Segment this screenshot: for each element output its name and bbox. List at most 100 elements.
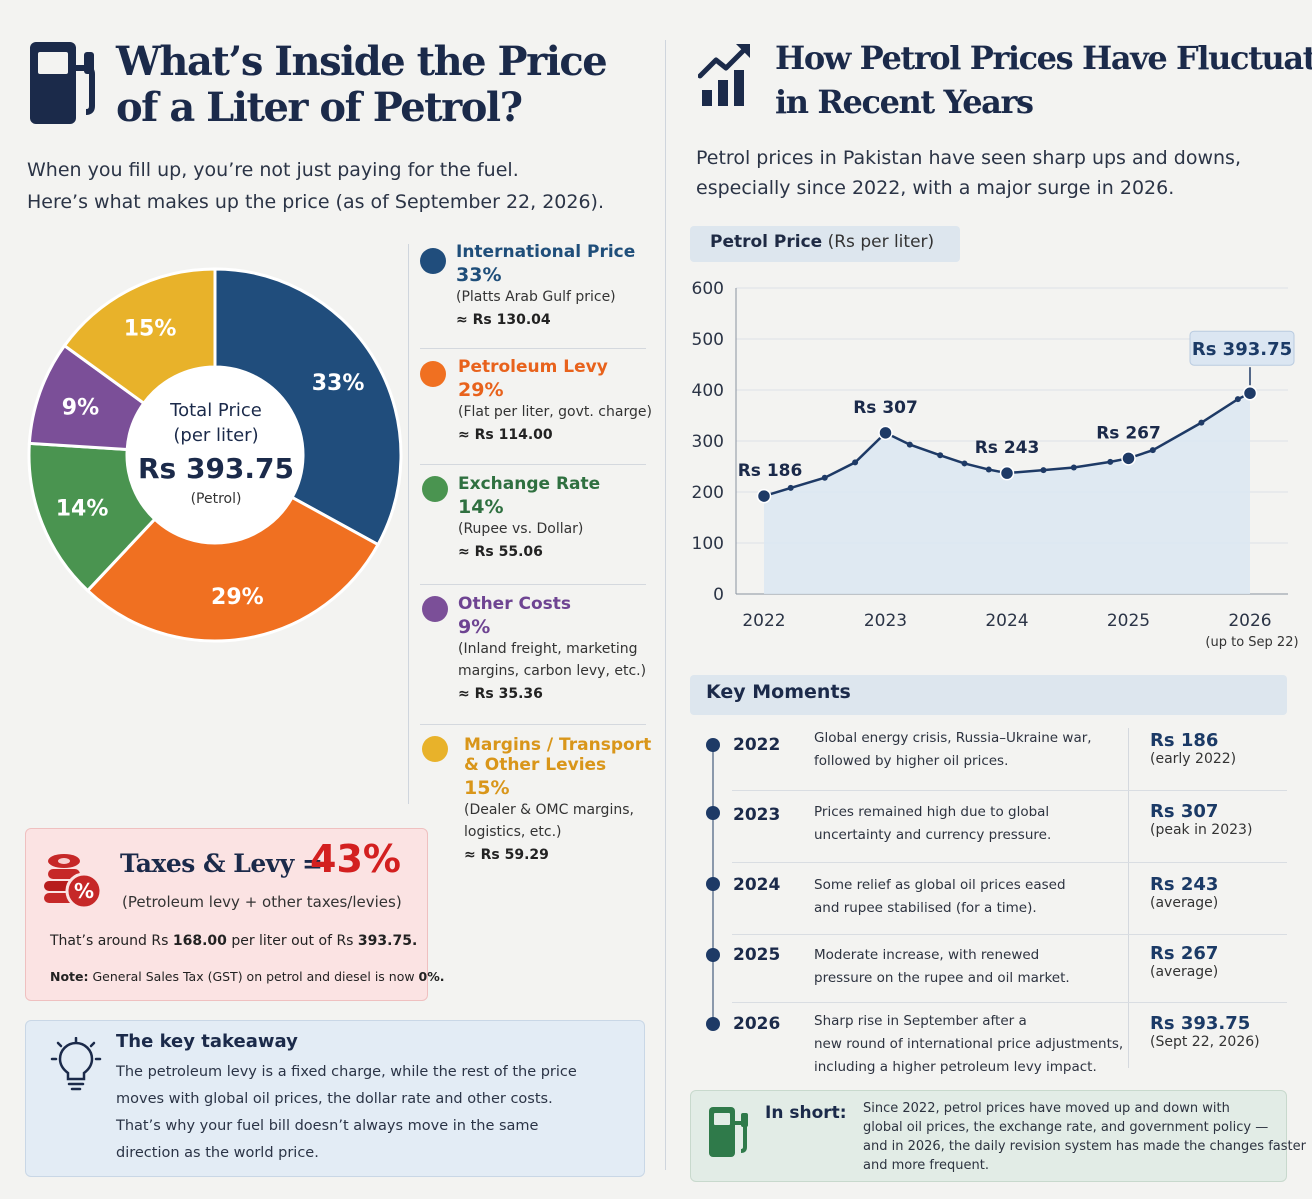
moment-separator: [732, 934, 1287, 935]
timeline-dot: [706, 948, 720, 962]
growth-chart-icon: [698, 44, 750, 106]
donut-hole: [127, 367, 303, 543]
moment-desc-line: followed by higher oil prices.: [814, 753, 1009, 769]
legend-value: ≈ Rs 130.04: [456, 312, 551, 328]
moment-price: Rs 267: [1150, 943, 1219, 964]
center-label-per-liter: (per liter): [173, 425, 259, 446]
legend-separator: [420, 348, 646, 349]
moment-desc-line: Sharp rise in September after a: [814, 1013, 1027, 1029]
taxes-note: Note: General Sales Tax (GST) on petrol …: [50, 969, 445, 984]
data-point: [937, 452, 944, 459]
legend-item-international: International Price 33% (Platts Arab Gul…: [456, 242, 635, 332]
y-tick-label: 600: [692, 279, 724, 299]
left-intro-line1: When you fill up, you’re not just paying…: [27, 159, 519, 181]
fuel-pump-icon: [30, 42, 95, 124]
moments-column-divider: [1128, 728, 1129, 1068]
moment-desc-line: including a higher petroleum levy impact…: [814, 1059, 1097, 1075]
legend-dot-levy: [420, 361, 446, 387]
moment-price-note: (early 2022): [1150, 751, 1237, 767]
data-point: [1198, 419, 1205, 426]
donut-chart: 33% 29% 14% 9% 15%: [27, 267, 403, 643]
lightbulb-icon: [50, 1037, 102, 1091]
moment-desc: Some relief as global oil prices eased a…: [814, 874, 1066, 920]
in-short-box: In short: Since 2022, petrol prices have…: [690, 1090, 1306, 1182]
in-short-label: In short:: [765, 1103, 847, 1123]
legend-item-other: Other Costs 9% (Inland freight, marketin…: [458, 594, 646, 706]
x-tick-label: 2022: [742, 611, 785, 631]
center-label-total: Total Price: [170, 400, 262, 421]
taxes-note-label: Note:: [50, 969, 89, 984]
moment-separator: [732, 790, 1287, 791]
legend-dot-other: [422, 596, 448, 622]
right-intro-line1: Petrol prices in Pakistan have seen shar…: [696, 147, 1241, 169]
right-intro-line2: especially since 2022, with a major surg…: [696, 177, 1175, 199]
moment-price-note: (average): [1150, 895, 1219, 911]
in-short-body: Since 2022, petrol prices have moved up …: [863, 1099, 1306, 1175]
taxes-box: % Taxes & Levy = 43% (Petroleum levy + o…: [25, 828, 445, 1001]
data-point: [1149, 447, 1156, 454]
moment-year: 2022: [733, 735, 781, 755]
point-annotation: Rs 243: [975, 438, 1040, 458]
legend-divider: [408, 244, 409, 804]
x-tick-label: 2026: [1228, 611, 1271, 631]
legend-separator: [420, 584, 646, 585]
legend-pct: 15%: [464, 777, 510, 799]
moment-price-block: Rs 186 (early 2022): [1150, 730, 1236, 767]
takeaway-box: The key takeaway The petroleum levy is a…: [25, 1020, 645, 1177]
legend-note: (Inland freight, marketing: [458, 641, 638, 657]
moment-desc-line: uncertainty and currency pressure.: [814, 827, 1052, 843]
chart-label-badge: Petrol Price (Rs per liter): [690, 226, 960, 262]
in-short-line: and more frequent.: [863, 1158, 989, 1173]
y-tick-label: 500: [692, 330, 724, 350]
callout-label: Rs 393.75: [1192, 339, 1292, 360]
data-point: [1040, 467, 1047, 474]
data-point: [985, 466, 992, 473]
data-point: [1070, 464, 1077, 471]
data-point-marker: [756, 488, 772, 504]
takeaway-line: The petroleum levy is a fixed charge, wh…: [116, 1064, 577, 1080]
point-annotation: Rs 186: [738, 461, 803, 481]
legend-value: ≈ Rs 59.29: [464, 847, 549, 863]
donut-slice-label: 33%: [312, 371, 365, 396]
legend-separator: [420, 464, 646, 465]
chart-label-unit: (Rs per liter): [827, 232, 935, 252]
coins-percent-icon: %: [44, 854, 103, 910]
moment-year: 2023: [733, 805, 781, 825]
left-title-line1: What’s Inside the Price: [116, 38, 608, 85]
taxes-note-value: 0%.: [418, 969, 445, 984]
data-point-marker: [1242, 385, 1258, 401]
moment-price-note: (peak in 2023): [1150, 822, 1253, 838]
legend-dot-international: [420, 248, 446, 274]
timeline-dot: [706, 877, 720, 891]
x-tick-label: 2023: [864, 611, 907, 631]
legend-title: International Price: [456, 242, 636, 262]
data-point: [1234, 396, 1241, 403]
legend-title: Exchange Rate: [458, 474, 601, 494]
donut-slice-label: 14%: [56, 497, 109, 522]
moment-price-block: Rs 243 (average): [1150, 874, 1218, 911]
moment-desc: Prices remained high due to global uncer…: [814, 801, 1051, 847]
taxes-line-total: 393.75.: [357, 933, 418, 949]
timeline-dot: [706, 738, 720, 752]
series-line: [763, 392, 1251, 498]
right-title-line2: in Recent Years: [775, 83, 1034, 121]
legend-title: Petroleum Levy: [458, 357, 608, 377]
taxes-subtitle: (Petroleum levy + other taxes/levies): [122, 893, 402, 911]
moment-desc-line: and rupee stabilised (for a time).: [814, 900, 1037, 916]
legend-note: (Platts Arab Gulf price): [456, 289, 616, 305]
donut-slice-label: 15%: [124, 317, 177, 342]
legend-note: (Rupee vs. Dollar): [458, 521, 584, 537]
taxes-note-text: General Sales Tax (GST) on petrol and di…: [88, 969, 419, 984]
moment-price: Rs 307: [1150, 801, 1219, 822]
legend-note: (Dealer & OMC margins,: [464, 802, 634, 818]
key-moments-title: Key Moments: [690, 675, 1287, 715]
moment-year: 2025: [733, 945, 781, 965]
legend-note: margins, carbon levy, etc.): [458, 663, 647, 679]
legend-pct: 29%: [458, 379, 504, 401]
takeaway-body: The petroleum levy is a fixed charge, wh…: [116, 1059, 577, 1167]
center-label-petrol: (Petrol): [190, 491, 242, 507]
data-point: [821, 474, 828, 481]
point-annotation: Rs 307: [853, 398, 918, 418]
y-tick-label: 200: [692, 483, 724, 503]
legend-item-levy: Petroleum Levy 29% (Flat per liter, govt…: [458, 357, 652, 447]
